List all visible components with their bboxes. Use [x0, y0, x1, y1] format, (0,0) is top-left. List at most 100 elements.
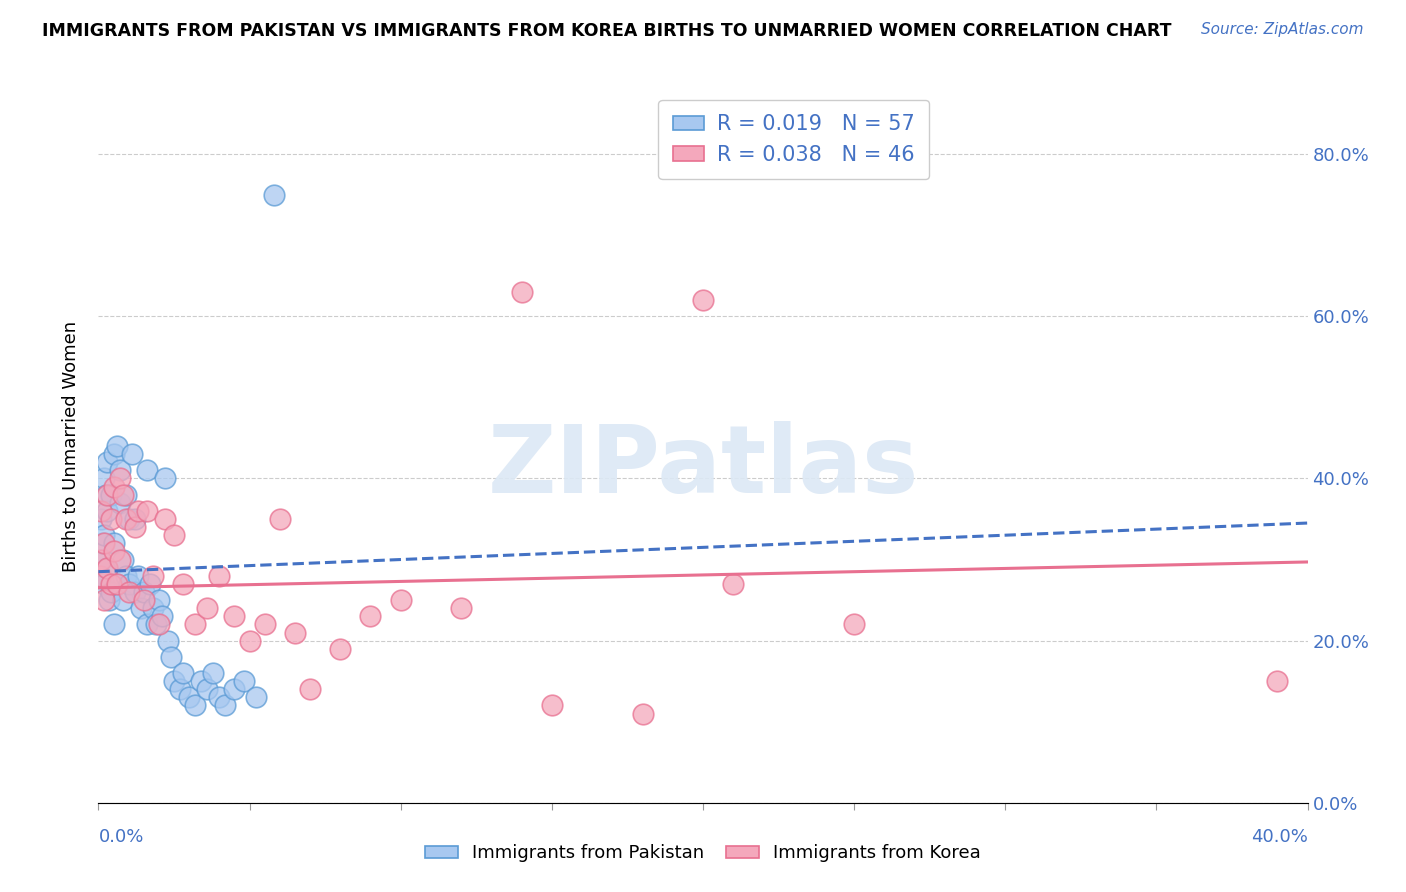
Point	[93, 577, 115, 591]
Point	[299, 682, 322, 697]
Point	[96, 560, 118, 574]
Point	[105, 439, 128, 453]
Point	[631, 706, 654, 721]
Point	[124, 585, 146, 599]
Point	[195, 682, 218, 697]
Point	[153, 512, 176, 526]
Point	[190, 674, 212, 689]
Point	[118, 585, 141, 599]
Point	[103, 617, 125, 632]
Point	[269, 512, 291, 526]
Point	[184, 698, 207, 713]
Point	[208, 690, 231, 705]
Point	[103, 544, 125, 558]
Point	[135, 617, 157, 632]
Point	[184, 617, 207, 632]
Point	[208, 568, 231, 582]
Point	[124, 520, 146, 534]
Point	[263, 187, 285, 202]
Text: Source: ZipAtlas.com: Source: ZipAtlas.com	[1201, 22, 1364, 37]
Point	[692, 293, 714, 307]
Point	[329, 641, 352, 656]
Point	[93, 593, 115, 607]
Point	[90, 568, 112, 582]
Point	[1267, 674, 1289, 689]
Point	[89, 568, 111, 582]
Point	[93, 528, 115, 542]
Point	[510, 285, 533, 299]
Point	[148, 593, 170, 607]
Point	[723, 577, 745, 591]
Point	[450, 601, 472, 615]
Point	[93, 536, 115, 550]
Point	[132, 585, 155, 599]
Point	[98, 593, 121, 607]
Point	[90, 552, 112, 566]
Point	[284, 625, 307, 640]
Text: 40.0%: 40.0%	[1251, 828, 1308, 846]
Point	[96, 455, 118, 469]
Point	[135, 504, 157, 518]
Point	[89, 552, 111, 566]
Point	[111, 488, 134, 502]
Point	[179, 690, 201, 705]
Point	[135, 463, 157, 477]
Legend: R = 0.019   N = 57, R = 0.038   N = 46: R = 0.019 N = 57, R = 0.038 N = 46	[658, 100, 929, 179]
Text: IMMIGRANTS FROM PAKISTAN VS IMMIGRANTS FROM KOREA BIRTHS TO UNMARRIED WOMEN CORR: IMMIGRANTS FROM PAKISTAN VS IMMIGRANTS F…	[42, 22, 1171, 40]
Point	[118, 577, 141, 591]
Point	[360, 609, 382, 624]
Point	[224, 609, 246, 624]
Text: 0.0%: 0.0%	[98, 828, 143, 846]
Point	[108, 463, 131, 477]
Point	[232, 674, 254, 689]
Point	[224, 682, 246, 697]
Point	[148, 617, 170, 632]
Point	[129, 601, 152, 615]
Point	[145, 617, 167, 632]
Point	[127, 504, 149, 518]
Point	[195, 601, 218, 615]
Point	[169, 682, 191, 697]
Point	[844, 617, 866, 632]
Point	[150, 609, 173, 624]
Point	[96, 504, 118, 518]
Point	[96, 560, 118, 574]
Point	[103, 479, 125, 493]
Point	[118, 512, 141, 526]
Point	[202, 666, 225, 681]
Point	[90, 512, 112, 526]
Point	[172, 577, 194, 591]
Point	[172, 666, 194, 681]
Point	[114, 512, 136, 526]
Point	[389, 593, 412, 607]
Point	[124, 512, 146, 526]
Point	[111, 593, 134, 607]
Point	[156, 633, 179, 648]
Point	[90, 504, 112, 518]
Y-axis label: Births to Unmarried Women: Births to Unmarried Women	[62, 320, 80, 572]
Point	[142, 568, 165, 582]
Point	[540, 698, 562, 713]
Point	[100, 488, 122, 502]
Point	[114, 568, 136, 582]
Point	[132, 593, 155, 607]
Point	[108, 471, 131, 485]
Point	[245, 690, 267, 705]
Point	[91, 536, 114, 550]
Point	[96, 488, 118, 502]
Point	[121, 447, 143, 461]
Point	[139, 577, 162, 591]
Point	[108, 552, 131, 566]
Point	[253, 617, 276, 632]
Point	[160, 649, 183, 664]
Point	[100, 577, 122, 591]
Point	[127, 568, 149, 582]
Point	[153, 471, 176, 485]
Point	[103, 536, 125, 550]
Point	[163, 674, 186, 689]
Point	[114, 488, 136, 502]
Legend: Immigrants from Pakistan, Immigrants from Korea: Immigrants from Pakistan, Immigrants fro…	[418, 838, 988, 870]
Point	[108, 496, 131, 510]
Point	[239, 633, 262, 648]
Point	[100, 512, 122, 526]
